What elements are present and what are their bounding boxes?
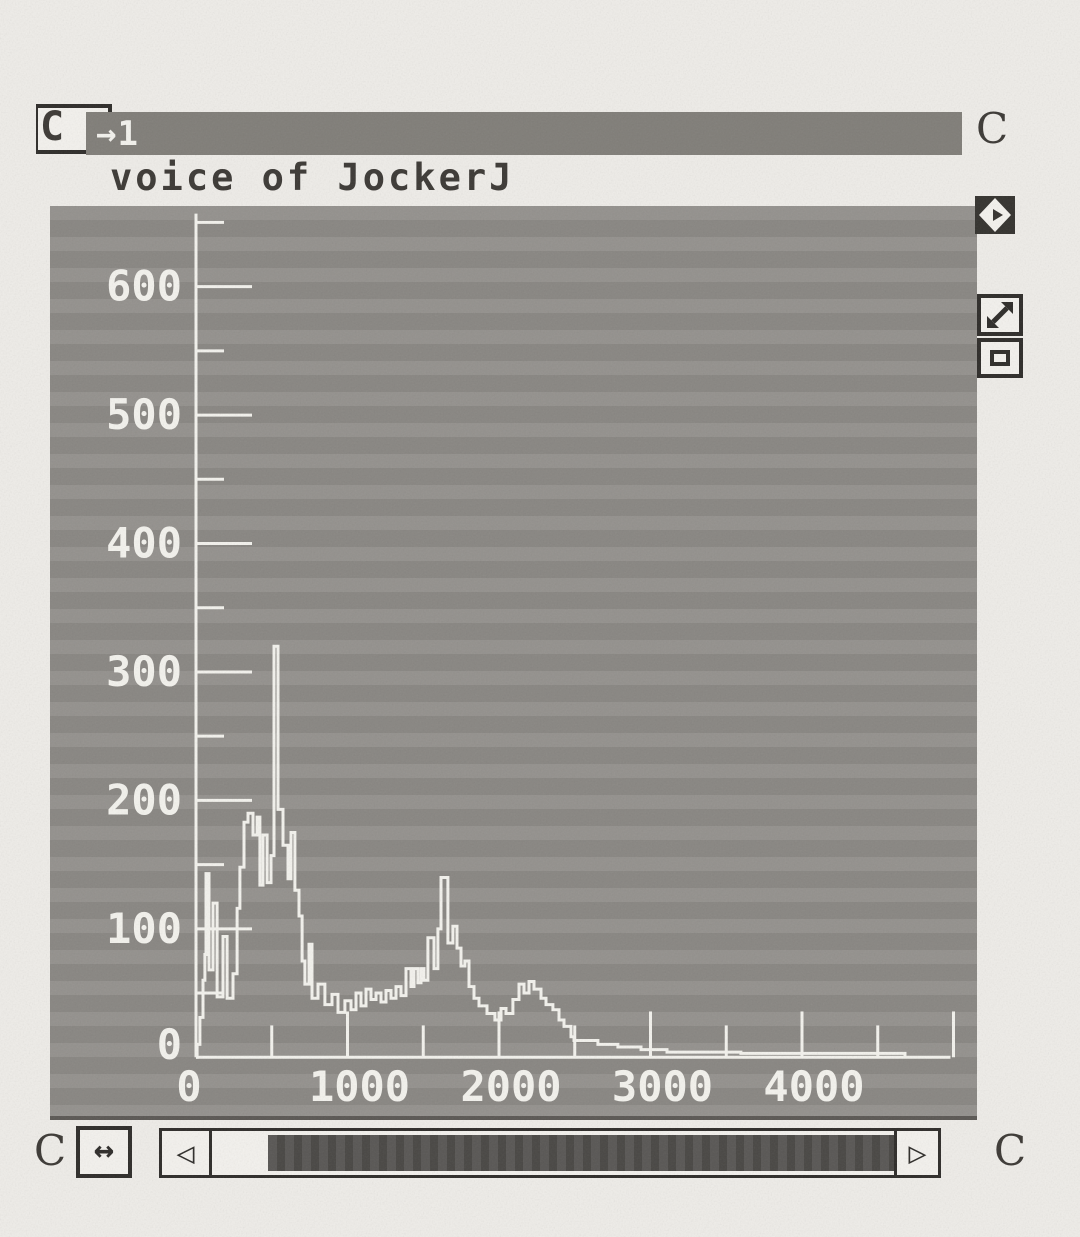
close-box-label: C [40, 104, 65, 150]
window-title-bar[interactable]: →1 [86, 112, 962, 155]
corner-mark-top-right: C [976, 104, 1009, 153]
scroll-right-button[interactable]: ▷ [894, 1131, 938, 1175]
scroll-right-icon: ▷ [908, 1135, 927, 1171]
window-resize-button[interactable] [977, 294, 1023, 336]
y-tick-label: 400 [106, 519, 182, 568]
x-tick-label: 4000 [763, 1062, 864, 1111]
scroll-left-button[interactable]: ◁ [162, 1131, 212, 1175]
chart-title: voice of JockerJ [110, 156, 515, 199]
x-tick-label: 2000 [460, 1062, 561, 1111]
scrollbar-thumb[interactable] [268, 1135, 894, 1171]
y-tick-label: 300 [106, 647, 182, 696]
horizontal-scrollbar[interactable]: ◁ ▷ [159, 1128, 941, 1178]
y-tick-label: 500 [106, 390, 182, 439]
window-diamond-button[interactable] [975, 196, 1015, 234]
x-tick-label: 0 [176, 1062, 201, 1111]
corner-mark-bottom-right: C [994, 1126, 1027, 1175]
corner-mark-bottom-left: C [34, 1126, 67, 1175]
diagonal-resize-icon [987, 302, 1013, 328]
horizontal-arrows-icon: ↔ [93, 1130, 115, 1170]
y-tick-label: 100 [106, 904, 182, 953]
x-tick-label: 3000 [612, 1062, 713, 1111]
size-box-icon [990, 350, 1010, 366]
x-tick-label: 1000 [309, 1062, 410, 1111]
window-size-button[interactable] [977, 338, 1023, 378]
title-bar-text: →1 [96, 113, 139, 154]
chart-panel: 0 100 200 300 400 500 600 0 1000 2000 3000 4000 [50, 206, 977, 1120]
scrollbar-track[interactable] [212, 1131, 894, 1175]
y-tick-label: 200 [106, 775, 182, 824]
horizontal-resize-button[interactable]: ↔ [76, 1126, 132, 1178]
y-tick-label: 600 [106, 262, 182, 311]
data-trace [195, 644, 907, 1059]
scroll-left-icon: ◁ [176, 1135, 195, 1171]
diamond-icon [979, 198, 1011, 232]
